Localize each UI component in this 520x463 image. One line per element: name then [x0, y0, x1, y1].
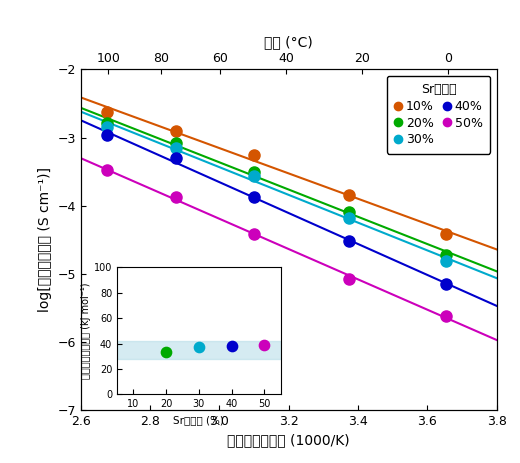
Point: [442, 258, 450, 265]
Point: [345, 214, 354, 221]
Point: [102, 108, 111, 115]
Point: [442, 280, 450, 288]
Point: [172, 194, 180, 201]
Legend: 10%, 20%, 30%, 40%, 50%: 10%, 20%, 30%, 40%, 50%: [387, 75, 490, 154]
Point: [102, 132, 111, 139]
Point: [345, 275, 354, 283]
X-axis label: 絶対温度の逆数 (1000/K): 絶対温度の逆数 (1000/K): [227, 433, 350, 447]
Point: [345, 237, 354, 244]
Point: [250, 231, 258, 238]
Point: [250, 168, 258, 175]
Point: [442, 251, 450, 258]
Y-axis label: 活性化エネルギー (kJ mol⁻¹): 活性化エネルギー (kJ mol⁻¹): [81, 282, 91, 379]
Point: [172, 139, 180, 147]
Point: [194, 344, 203, 351]
X-axis label: Sr導入量 (%): Sr導入量 (%): [174, 415, 224, 425]
Point: [172, 154, 180, 162]
Point: [250, 194, 258, 201]
Point: [102, 167, 111, 174]
Point: [172, 144, 180, 151]
Point: [345, 192, 354, 199]
X-axis label: 温度 (°C): 温度 (°C): [264, 35, 313, 49]
Point: [261, 341, 269, 349]
Point: [102, 123, 111, 130]
Point: [250, 173, 258, 180]
Point: [442, 312, 450, 319]
Point: [162, 349, 171, 356]
Bar: [117, 341, 281, 359]
Point: [102, 119, 111, 126]
Point: [345, 209, 354, 216]
Y-axis label: log[イオン導電率 (S cm⁻¹)]: log[イオン導電率 (S cm⁻¹)]: [37, 167, 51, 312]
Point: [250, 151, 258, 158]
Point: [172, 127, 180, 134]
Point: [442, 231, 450, 238]
Point: [228, 343, 236, 350]
